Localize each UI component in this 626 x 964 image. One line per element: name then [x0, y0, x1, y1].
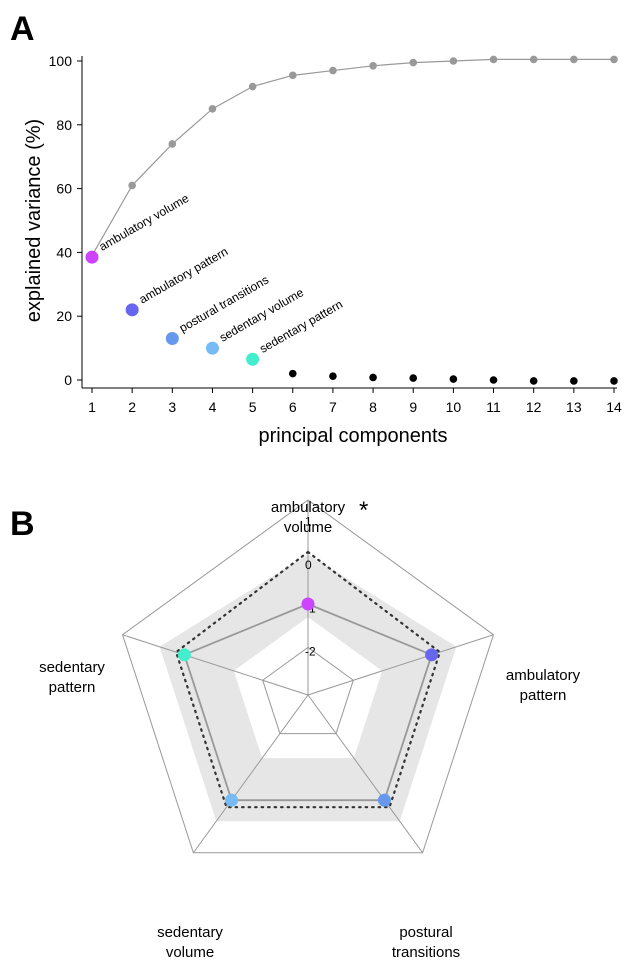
patient-profile-point [377, 793, 391, 807]
component-variance-point [489, 376, 498, 384]
panel-b-radar: 10-1-2ambulatoryvolume*ambulatorypattern… [39, 497, 581, 961]
radar-scale-label: 1 [305, 515, 312, 529]
radar-axis-label: volume [284, 519, 332, 536]
patient-profile-line [183, 603, 433, 802]
patient-profile-point [301, 597, 315, 611]
x-tick-label: 5 [249, 399, 257, 415]
panel-a-letter: A [10, 10, 35, 48]
y-tick-label: 100 [49, 53, 73, 69]
component-variance-point [369, 373, 377, 382]
cumulative-variance-point [449, 57, 458, 65]
x-axis-title: principal components [259, 425, 448, 447]
cumulative-variance-point [570, 55, 578, 64]
radar-axis-label: ambulatory [506, 667, 581, 684]
radar-scale-label: -2 [305, 645, 316, 659]
significance-marker: * [359, 497, 368, 524]
radar-axis-label: sedentary [157, 924, 223, 941]
cumulative-variance-point [529, 55, 538, 64]
component-variance-point [610, 377, 618, 385]
patient-profile-point [425, 648, 439, 662]
x-tick-label: 3 [168, 399, 176, 415]
cumulative-variance-point [369, 61, 377, 70]
radar-axis-label: pattern [520, 687, 567, 704]
panel-b-letter: B [10, 505, 35, 543]
x-tick-label: 11 [486, 399, 501, 415]
radar-axis-label: transitions [392, 944, 460, 961]
cumulative-variance-point [168, 140, 177, 148]
x-tick-label: 1 [88, 399, 96, 415]
radar-scale-label: 0 [305, 558, 312, 572]
component-variance-point [449, 375, 458, 383]
component-variance-point [570, 377, 578, 385]
y-tick-label: 60 [56, 181, 72, 197]
radar-outer-frame [121, 499, 495, 854]
y-tick-label: 0 [64, 372, 72, 388]
radar-spoke [122, 634, 309, 696]
radar-axis-label: sedentary [39, 659, 105, 676]
normal-range-band [159, 554, 457, 822]
labeled-component-point [165, 332, 179, 346]
x-tick-label: 10 [446, 399, 462, 415]
y-tick-label: 20 [56, 308, 72, 324]
x-tick-label: 4 [209, 399, 217, 415]
x-tick-label: 14 [606, 399, 622, 415]
radar-inner-ring [262, 646, 354, 735]
radar-spoke [192, 694, 309, 854]
cumulative-variance-point [288, 71, 297, 80]
cumulative-variance-point [128, 181, 136, 190]
y-tick-label: 80 [56, 117, 72, 133]
labeled-component-point [85, 250, 99, 264]
cumulative-variance-point [409, 58, 418, 67]
component-label: ambulatory pattern [137, 244, 231, 306]
x-tick-label: 9 [409, 399, 417, 415]
cumulative-variance-point [610, 55, 618, 64]
x-tick-label: 2 [128, 399, 136, 415]
component-variance-point [529, 377, 538, 385]
component-label: postural transitions [177, 273, 271, 335]
x-tick-label: 12 [526, 399, 542, 415]
radar-axis-label: volume [166, 944, 214, 961]
panel-a-chart: 1 2 3 4 5 6 7 8 9 10 11 12 13 14020406080100principal… [23, 53, 622, 447]
cumulative-variance-line [91, 58, 614, 256]
labeled-component-point [125, 303, 139, 317]
reference-dotted-line [174, 550, 442, 809]
patient-profile-point [225, 793, 239, 807]
labeled-component-point [246, 352, 260, 366]
y-axis-title: explained variance (%) [23, 119, 45, 322]
cumulative-variance-point [208, 105, 217, 113]
cumulative-variance-point [248, 82, 257, 91]
patient-profile-point [177, 648, 191, 662]
radar-spoke [307, 694, 424, 854]
x-tick-label: 7 [329, 399, 337, 415]
component-variance-point [409, 374, 418, 382]
x-tick-label: 6 [289, 399, 297, 415]
radar-spoke [307, 634, 494, 696]
component-variance-point [288, 369, 297, 378]
cumulative-variance-point [329, 66, 337, 75]
radar-axis-label: ambulatory [271, 499, 346, 516]
x-tick-label: 8 [369, 399, 377, 415]
labeled-component-point [205, 341, 219, 355]
component-variance-point [329, 372, 337, 380]
y-tick-label: 40 [56, 244, 72, 260]
cumulative-variance-point [489, 55, 498, 64]
radar-axis-label: postural [399, 924, 452, 941]
x-tick-label: 13 [566, 399, 582, 415]
radar-axis-label: pattern [49, 679, 96, 696]
